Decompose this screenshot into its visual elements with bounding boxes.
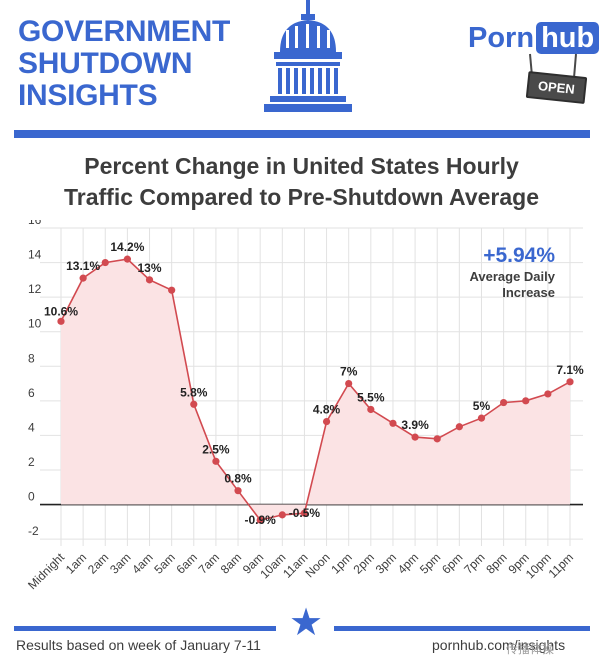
data-point	[455, 423, 463, 431]
y-tick-label: 12	[28, 282, 42, 296]
data-label: 5.8%	[180, 385, 208, 399]
data-point	[544, 390, 552, 398]
data-point	[123, 255, 131, 263]
series-line	[60, 258, 571, 521]
x-tick-label: 1am	[63, 550, 89, 576]
x-tick-label: 5am	[151, 550, 177, 576]
data-points	[57, 255, 574, 524]
data-point	[101, 258, 109, 267]
y-tick-label: 14	[28, 248, 42, 262]
data-point	[345, 379, 353, 388]
data-label: 5%	[473, 399, 491, 413]
x-tick-label: 7pm	[461, 550, 487, 576]
watermark: 传播体操	[506, 642, 555, 656]
title-line-2: SHUTDOWN	[18, 47, 193, 80]
annotation-line-1: Average Daily	[469, 269, 555, 284]
x-tick-label: 2pm	[351, 550, 377, 576]
title-line-3: INSIGHTS	[18, 79, 158, 112]
data-point	[168, 286, 176, 294]
data-point	[367, 405, 375, 414]
data-label: 10.6%	[44, 304, 78, 318]
title-line-1: GOVERNMENT	[18, 15, 231, 48]
data-point	[190, 400, 198, 408]
data-point	[300, 509, 309, 517]
y-tick-labels: -2 0 2 4 6 8 10 12 14 16	[28, 220, 42, 538]
x-tick-label: Midnight	[25, 550, 67, 592]
data-point	[278, 511, 286, 519]
data-label: 7%	[340, 365, 358, 379]
data-label: -0.9%	[244, 513, 276, 527]
data-point	[57, 317, 65, 325]
y-tick-label: 10	[28, 317, 42, 331]
x-tick-label: 6pm	[439, 550, 465, 576]
y-tick-label: 0	[28, 490, 35, 504]
series-area	[61, 259, 570, 521]
data-point	[79, 274, 87, 282]
brand-logo-porn: Porn	[468, 22, 535, 54]
x-tick-label: 6am	[173, 550, 199, 576]
chart-title-line-1: Percent Change in United States Hourly	[84, 153, 519, 179]
x-tick-label: 7am	[196, 550, 222, 576]
y-tick-label: 4	[28, 420, 35, 434]
x-tick-label: 2am	[85, 550, 111, 576]
data-label: 13%	[138, 261, 162, 275]
y-tick-label: -2	[28, 524, 39, 538]
x-tick-label: 3pm	[373, 550, 399, 576]
capitol-dome-icon	[264, 0, 352, 112]
x-tick-label: Noon	[303, 550, 333, 580]
data-label: 5.5%	[357, 390, 385, 404]
data-point	[500, 398, 508, 407]
x-tick-label: 3am	[107, 550, 133, 576]
open-sign: OPEN	[525, 70, 588, 105]
star-icon: ★	[289, 602, 324, 644]
data-point	[477, 414, 486, 422]
line-chart: 10.6% 13.1% 14.2% 13% 5.8% 2.5% 0.8% -0.9% -0.5%…	[25, 220, 584, 592]
data-point	[433, 435, 441, 443]
data-label: 4.8%	[313, 403, 341, 417]
y-tick-label: 16	[28, 220, 42, 227]
data-label: 14.2%	[110, 240, 144, 254]
data-label: -0.5%	[289, 506, 321, 520]
y-tick-label: 2	[28, 455, 35, 469]
annotation-value: +5.94%	[483, 244, 555, 267]
data-label: 2.5%	[202, 442, 230, 456]
data-label: 7.1%	[556, 363, 584, 377]
x-tick-label: 5pm	[417, 550, 443, 576]
chart-title-line-2: Traffic Compared to Pre-Shutdown Average	[64, 184, 539, 210]
footer-url: pornhub.com/insights	[432, 637, 566, 653]
data-point	[322, 417, 331, 426]
data-point	[411, 433, 419, 441]
data-label: 0.8%	[224, 472, 252, 486]
data-point	[566, 378, 574, 386]
data-point	[389, 419, 397, 427]
y-tick-label: 6	[28, 386, 35, 400]
data-label: 13.1%	[66, 259, 100, 273]
x-tick-label: 4pm	[395, 550, 421, 576]
x-tick-label: 11pm	[546, 550, 577, 581]
data-point	[212, 457, 220, 465]
footer-note: Results based on week of January 7-11	[16, 637, 261, 653]
x-tick-label: 11am	[280, 550, 311, 581]
x-tick-labels: Midnight1am2am3am4am5am6am7am8am9am10am1…	[25, 550, 576, 592]
x-tick-label: 4am	[129, 550, 155, 576]
data-label: 3.9%	[401, 418, 429, 432]
data-point	[145, 276, 154, 284]
data-point	[234, 487, 242, 495]
x-tick-label: 8am	[218, 550, 244, 576]
data-point	[522, 397, 530, 405]
infographic-title: GOVERNMENT SHUTDOWN INSIGHTS	[18, 16, 230, 112]
footer-divider-left	[14, 626, 276, 631]
brand-logo: Porn hub	[468, 22, 600, 55]
annotation-line-2: Increase	[502, 285, 555, 300]
data-point	[256, 516, 264, 524]
y-tick-label: 8	[28, 351, 35, 365]
header-divider	[14, 130, 590, 138]
data-labels: 10.6% 13.1% 14.2% 13% 5.8% 2.5% 0.8% -0.9% -0.5%…	[44, 240, 584, 527]
x-tick-label: 8pm	[483, 550, 509, 576]
brand-logo-hub: hub	[536, 22, 600, 54]
x-tick-label: 1pm	[328, 550, 354, 576]
footer-divider-right	[334, 626, 590, 631]
